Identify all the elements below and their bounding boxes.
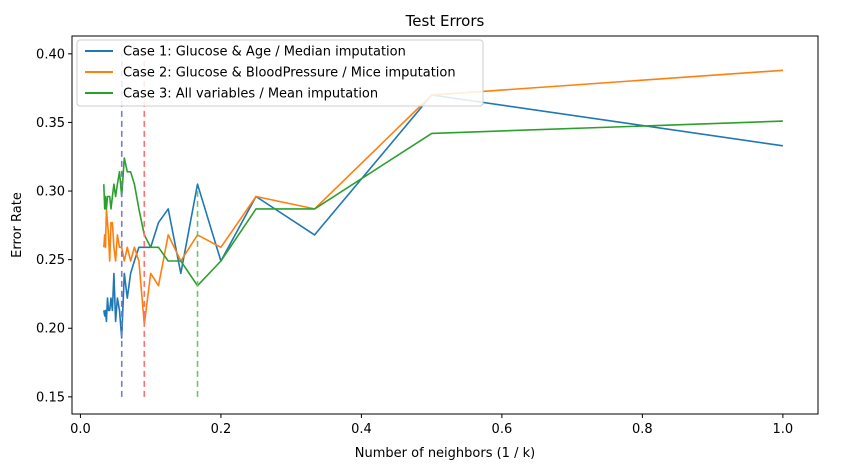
y-tick-label: 0.20 [36, 322, 65, 337]
legend-box [76, 39, 484, 107]
x-axis-title: Number of neighbors (1 / k) [355, 446, 535, 461]
legend-label: Case 1: Glucose & Age / Median imputatio… [123, 45, 406, 60]
legend-label: Case 2: Glucose & BloodPressure / Mice i… [123, 66, 456, 81]
x-axis: 0.0 0.2 0.4 0.6 0.8 1.0 [70, 414, 793, 437]
plot-area [103, 69, 784, 339]
reference-lines [120, 53, 199, 397]
y-tick-label: 0.35 [36, 116, 65, 131]
x-tick-label: 0.0 [70, 422, 91, 437]
y-tick-label: 0.30 [36, 185, 65, 200]
x-tick-label: 0.2 [211, 422, 232, 437]
x-tick-label: 0.8 [632, 422, 653, 437]
x-tick-label: 0.4 [351, 422, 372, 437]
legend: Case 1: Glucose & Age / Median imputatio… [76, 39, 484, 107]
series-line-2 [103, 69, 783, 325]
y-tick-label: 0.15 [36, 390, 65, 405]
series-line-1 [103, 94, 784, 339]
y-axis-title: Error Rate [10, 192, 25, 258]
x-tick-label: 1.0 [773, 422, 794, 437]
axes-frame [71, 35, 819, 415]
x-tick-label: 0.6 [492, 422, 513, 437]
chart-title: Test Errors [405, 12, 485, 30]
y-tick-label: 0.25 [36, 253, 65, 268]
y-axis: 0.15 0.20 0.25 0.30 0.35 0.40 [36, 47, 72, 405]
series-line-3 [103, 120, 783, 287]
y-tick-label: 0.40 [36, 47, 65, 62]
legend-label: Case 3: All variables / Mean imputation [123, 87, 378, 102]
